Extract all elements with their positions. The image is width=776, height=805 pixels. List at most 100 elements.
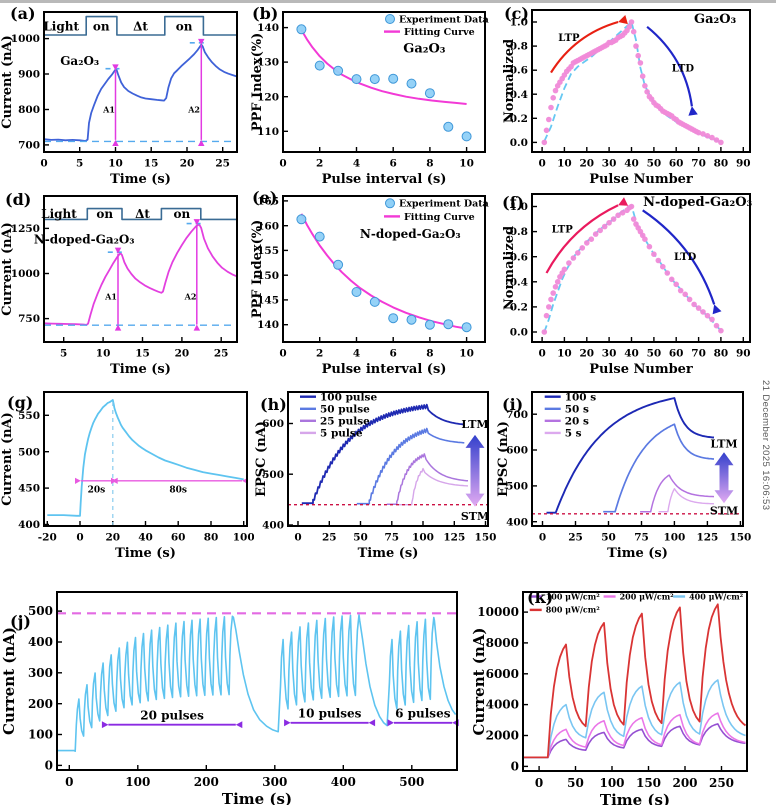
svg-text:400: 400 (331, 775, 356, 789)
svg-text:30: 30 (602, 348, 617, 360)
svg-text:EPSC (nA): EPSC (nA) (254, 421, 269, 497)
svg-text:25: 25 (215, 158, 230, 170)
svg-text:0.4: 0.4 (510, 276, 528, 288)
svg-text:50 s: 50 s (565, 403, 589, 415)
series-epsc-100s (546, 397, 715, 514)
panel-j-label: (j) (10, 612, 31, 631)
svg-text:100: 100 (599, 776, 624, 790)
svg-text:25: 25 (322, 532, 337, 544)
panel-k: (k) 0 50 100 150 200 250 0 2000 4000 6000 8000 1000… (470, 566, 776, 805)
svg-text:25: 25 (214, 348, 229, 360)
panel-h: (h) 0 25 50 75 100 125 150 400 500 600 Time (s) EPS… (254, 382, 508, 564)
plot-frame (531, 193, 751, 343)
svg-text:50 pulse: 50 pulse (320, 403, 370, 415)
svg-text:80: 80 (714, 348, 729, 360)
svg-text:20 s: 20 s (565, 416, 589, 428)
svg-text:A1: A1 (104, 292, 117, 302)
svg-text:10: 10 (108, 158, 123, 170)
svg-text:0: 0 (539, 532, 546, 544)
svg-text:4: 4 (353, 158, 360, 170)
series-current-100uW (523, 723, 746, 759)
svg-text:1.0: 1.0 (510, 17, 528, 29)
svg-text:Normalized: Normalized (502, 39, 517, 123)
svg-text:70: 70 (691, 348, 706, 360)
svg-text:110: 110 (257, 126, 279, 138)
svg-text:0.2: 0.2 (510, 302, 528, 314)
svg-text:60: 60 (669, 348, 684, 360)
svg-text:165: 165 (257, 196, 279, 208)
panel-k-label: (k) (527, 588, 554, 607)
svg-text:Time (s): Time (s) (110, 362, 171, 377)
svg-text:50: 50 (353, 532, 368, 544)
axes: 0 25 50 75 100 125 150 400 500 600 700 Time (s) EPSC… (496, 409, 751, 561)
svg-text:10: 10 (459, 158, 474, 170)
svg-text:400: 400 (506, 516, 528, 528)
svg-text:75: 75 (634, 532, 649, 544)
svg-text:8000: 8000 (486, 636, 519, 650)
svg-text:0.6: 0.6 (510, 65, 528, 77)
svg-text:15: 15 (135, 348, 150, 360)
svg-text:80: 80 (714, 158, 729, 170)
annotations: LTP LTD Ga₂O₃ (550, 12, 737, 116)
svg-text:PPF Index(%): PPF Index(%) (250, 220, 265, 319)
svg-text:0: 0 (511, 760, 519, 774)
annotations: 20s 80s (75, 400, 248, 526)
svg-text:10: 10 (96, 348, 111, 360)
svg-text:20: 20 (180, 158, 195, 170)
svg-text:100 μW/cm²: 100 μW/cm² (546, 591, 601, 601)
svg-text:LTM: LTM (710, 437, 737, 450)
svg-text:Pulse interval (s): Pulse interval (s) (322, 172, 447, 187)
svg-text:Current (nA): Current (nA) (470, 628, 488, 736)
svg-text:60: 60 (171, 532, 186, 544)
series-single-pulse-epsc (47, 399, 244, 517)
svg-text:500: 500 (399, 775, 424, 789)
svg-text:Light: Light (43, 20, 79, 34)
svg-text:A1: A1 (102, 104, 115, 114)
svg-text:125: 125 (443, 532, 465, 544)
svg-text:0: 0 (65, 775, 73, 789)
svg-text:LTP: LTP (552, 225, 574, 236)
svg-text:60: 60 (669, 158, 684, 170)
annotations: 100 μW/cm² 200 μW/cm² 400 μW/cm² 800 μW/cm² (529, 591, 744, 615)
svg-text:5: 5 (60, 348, 67, 360)
svg-text:LTP: LTP (558, 33, 580, 44)
panel-j: (j) 0 100 200 300 400 500 0 100 200 300 400 500 Time… (0, 566, 492, 805)
svg-text:600: 600 (506, 445, 528, 457)
svg-text:PPF Index(%): PPF Index(%) (250, 33, 265, 132)
annotations: 100 s50 s20 s5 s LTM STM (532, 391, 743, 517)
svg-text:N-doped-Ga₂O₃: N-doped-Ga₂O₃ (34, 233, 135, 247)
series-ga2o3-photocurrent (43, 43, 238, 142)
plot-frame (43, 195, 238, 343)
svg-text:0.4: 0.4 (510, 89, 528, 101)
svg-text:25: 25 (568, 532, 583, 544)
panel-h-label: (h) (260, 395, 287, 414)
svg-text:on: on (176, 20, 193, 34)
svg-text:4000: 4000 (486, 698, 519, 712)
plot-frame (522, 591, 748, 772)
svg-text:0: 0 (294, 532, 301, 544)
page-edge-strip (0, 0, 776, 3)
svg-text:750: 750 (18, 313, 40, 325)
svg-text:Time (s): Time (s) (222, 790, 292, 805)
series-epsc-100-pulse (301, 403, 465, 505)
svg-text:50: 50 (647, 348, 662, 360)
svg-text:Pulse Number: Pulse Number (589, 172, 693, 187)
svg-text:Δt: Δt (135, 207, 150, 221)
svg-text:300: 300 (28, 666, 53, 680)
svg-text:10: 10 (459, 348, 474, 360)
svg-text:0: 0 (40, 158, 47, 170)
svg-text:75: 75 (384, 532, 399, 544)
panel-a-chart: 0 5 10 15 20 25 700 800 900 1000 Time (s) Current (… (0, 11, 238, 187)
svg-text:900: 900 (18, 69, 40, 81)
svg-text:10000: 10000 (477, 605, 519, 619)
plot-frame (287, 391, 489, 527)
svg-text:on: on (96, 207, 113, 221)
panel-a-label: (a) (10, 4, 36, 23)
svg-text:A2: A2 (184, 292, 197, 302)
svg-text:25 pulse: 25 pulse (320, 416, 370, 428)
svg-text:0.0: 0.0 (510, 137, 528, 149)
svg-text:LTD: LTD (674, 252, 697, 263)
panel-f-label: (f) (502, 193, 525, 212)
axes: 5 10 15 20 25 750 1000 1250 Time (s) Current (nA) (0, 222, 229, 377)
